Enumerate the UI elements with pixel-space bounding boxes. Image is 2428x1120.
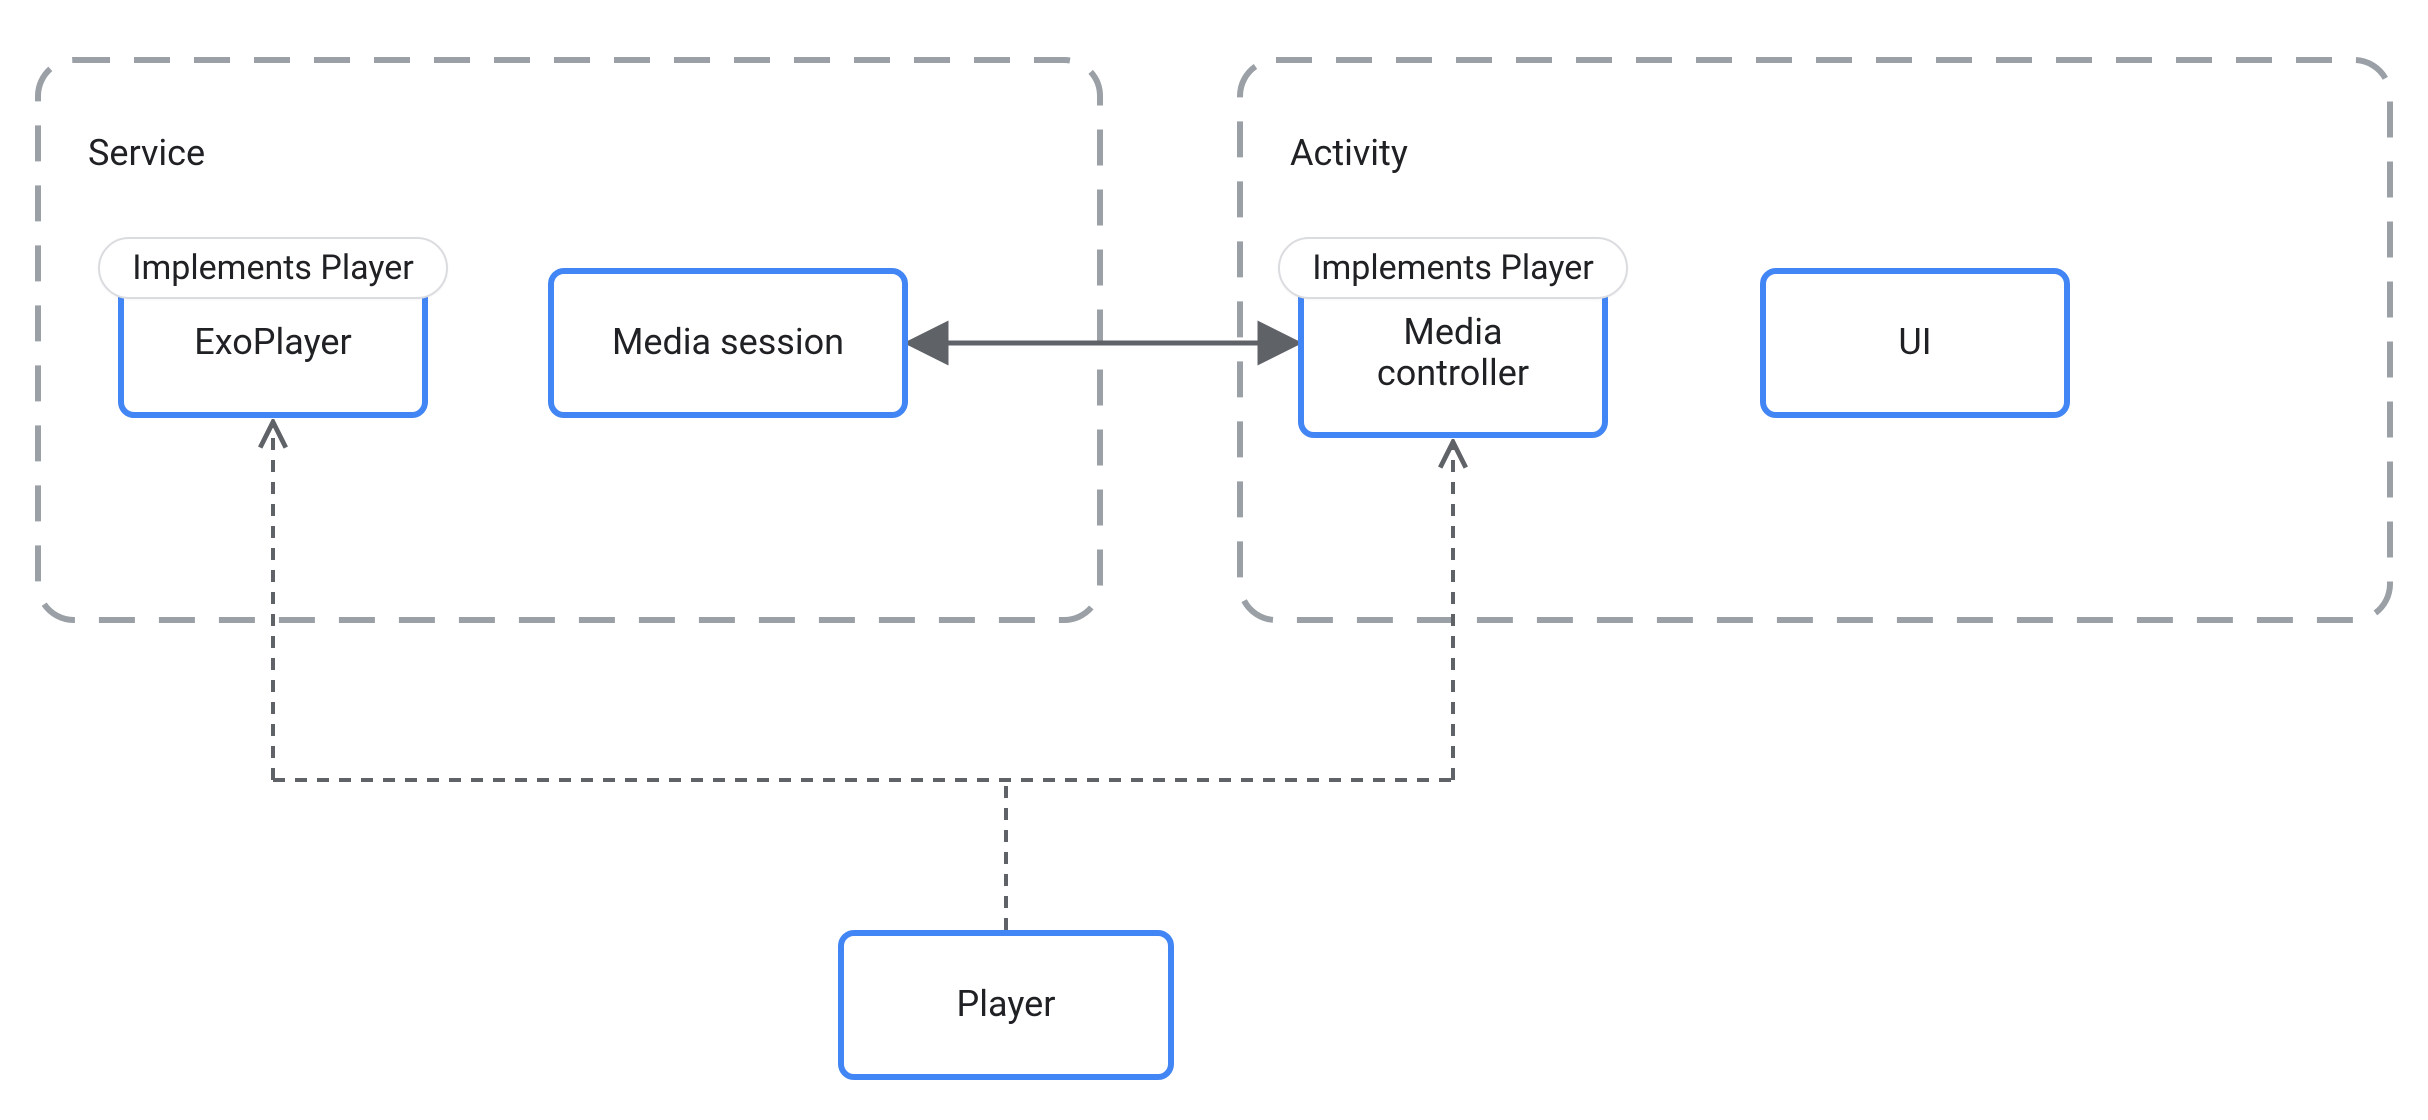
pill-controller: Implements Player	[1278, 237, 1628, 299]
edges-layer	[0, 0, 2428, 1120]
diagram-canvas: ServiceActivityExoPlayerMedia sessionMed…	[0, 0, 2428, 1120]
node-media-session: Media session	[548, 268, 908, 418]
node-ui: UI	[1760, 268, 2070, 418]
group-label-activity: Activity	[1290, 132, 1408, 174]
group-label-service: Service	[88, 132, 205, 174]
pill-exoplayer: Implements Player	[98, 237, 448, 299]
node-player: Player	[838, 930, 1174, 1080]
